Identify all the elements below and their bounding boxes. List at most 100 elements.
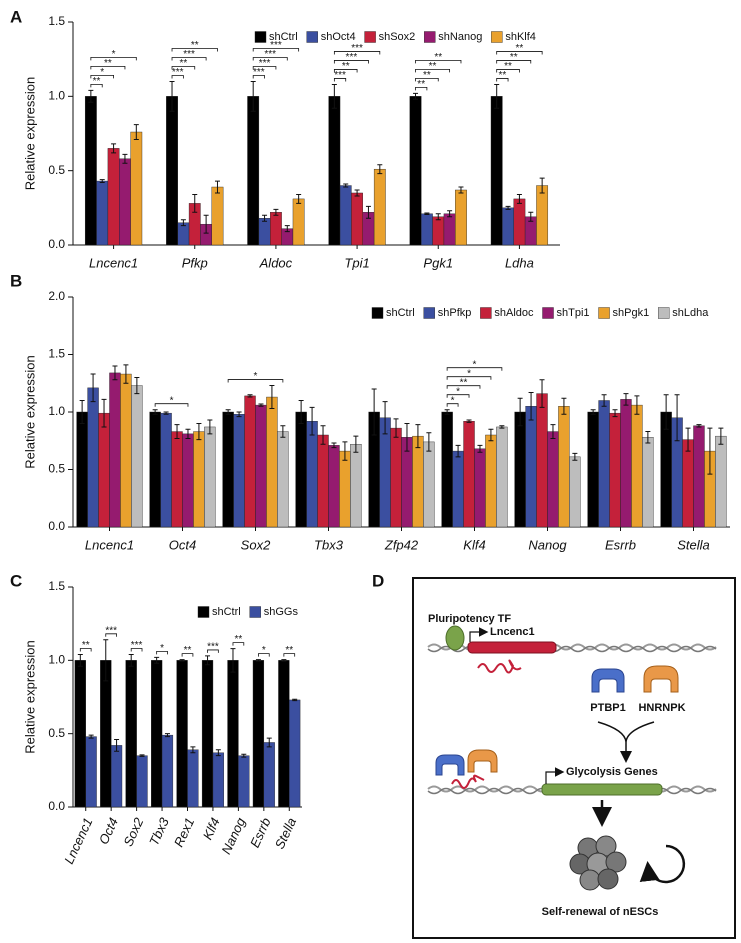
error-bar	[718, 427, 724, 445]
panel-letter: A	[10, 7, 22, 26]
error-bar	[284, 225, 290, 233]
sig-label: **	[285, 645, 293, 656]
x-tick-label: Esrrb	[605, 537, 636, 552]
legend-label: shKlf4	[505, 31, 536, 43]
bar	[98, 412, 110, 528]
bar	[130, 131, 143, 246]
bar	[609, 412, 621, 528]
x-tick-label: Lncenc1	[85, 537, 134, 552]
bar	[131, 385, 143, 528]
x-tick-label: Zfp42	[384, 537, 419, 552]
bar	[328, 445, 340, 528]
x-tick-label: Stella	[272, 815, 299, 851]
bar	[182, 433, 194, 528]
legend-swatch	[306, 31, 318, 43]
bar	[201, 660, 214, 808]
sig-bracket	[171, 66, 196, 70]
error-bar	[466, 419, 472, 423]
diagram-frame	[412, 577, 736, 939]
x-tick-label: Pgk1	[423, 255, 453, 270]
error-bar	[371, 388, 377, 436]
y-tick-label: 1.0	[48, 653, 65, 667]
sig-bracket	[232, 642, 245, 646]
error-bar	[164, 733, 170, 738]
hnrnpk-shape	[467, 749, 498, 773]
bar	[351, 192, 363, 246]
bar	[258, 218, 271, 246]
bar	[136, 755, 148, 808]
bar	[292, 198, 305, 246]
bar	[227, 660, 239, 808]
sig-bracket	[415, 77, 439, 82]
error-bar	[77, 653, 83, 667]
legend-label: shPfkp	[438, 307, 472, 319]
sig-label: **	[82, 640, 90, 651]
gene-box	[467, 641, 557, 654]
bar	[166, 96, 178, 246]
legend-swatch	[491, 31, 503, 43]
bar	[109, 372, 121, 528]
error-bar	[413, 92, 419, 100]
error-bar	[590, 409, 596, 415]
bar	[263, 742, 275, 808]
bar	[443, 213, 456, 246]
sig-bracket	[252, 48, 300, 52]
bar	[328, 96, 341, 246]
protein2-label: HNRNPK	[638, 702, 685, 714]
error-bar	[112, 365, 118, 381]
error-bar	[255, 659, 261, 662]
sig-bracket	[333, 51, 381, 55]
bar	[171, 431, 183, 528]
bar	[620, 399, 632, 528]
legend-label: shAldoc	[494, 307, 534, 319]
sig-bracket	[156, 651, 168, 655]
error-bar	[203, 214, 209, 234]
error-bar	[192, 193, 198, 213]
bar	[84, 96, 97, 246]
error-bar	[79, 400, 85, 424]
tss-arrow	[545, 767, 565, 784]
bar	[76, 411, 88, 528]
bar	[233, 414, 245, 528]
sig-bracket	[252, 57, 288, 61]
bar	[432, 216, 445, 246]
sig-bracket	[90, 83, 103, 88]
error-bar	[133, 124, 139, 140]
legend-label: shCtrl	[212, 606, 241, 618]
sig-label: **	[434, 52, 442, 63]
error-bar	[393, 418, 399, 438]
bar	[317, 434, 329, 528]
bar	[423, 441, 435, 528]
bar	[642, 437, 654, 528]
sig-label: **	[179, 58, 187, 69]
bar	[238, 755, 250, 808]
legend-swatch	[598, 307, 610, 319]
panel-letter: B	[10, 271, 22, 290]
error-bar	[634, 395, 640, 415]
error-bar	[205, 655, 211, 666]
sig-bracket	[446, 376, 492, 380]
legend-swatch	[197, 606, 210, 618]
error-bar	[128, 653, 134, 667]
sig-bracket	[496, 51, 543, 55]
error-bar	[331, 442, 337, 449]
legend-swatch	[371, 307, 384, 319]
error-bar	[262, 214, 268, 222]
y-tick-label: 1.5	[48, 347, 65, 361]
bar	[525, 406, 537, 528]
sig-label: **	[429, 61, 437, 72]
error-bar	[180, 219, 186, 227]
bar	[547, 431, 559, 528]
sig-bracket	[446, 385, 481, 389]
x-tick-label: Oct4	[96, 815, 121, 846]
x-tick-label: Ldha	[505, 255, 534, 270]
bar	[204, 426, 216, 528]
bar	[441, 411, 453, 528]
bar	[211, 186, 224, 246]
error-bar	[494, 83, 500, 109]
x-tick-label: Tpi1	[344, 255, 369, 270]
sig-label: *	[160, 643, 164, 654]
bar	[266, 396, 278, 528]
sig-label: **	[342, 61, 350, 72]
error-bar	[561, 397, 567, 415]
